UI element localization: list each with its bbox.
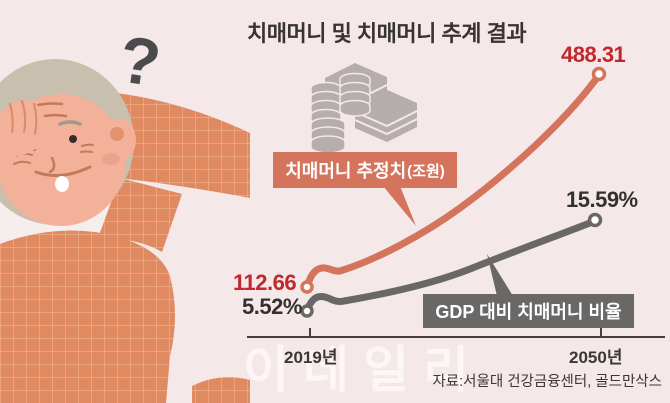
page-title: 치매머니 및 치매머니 추계 결과: [247, 21, 527, 46]
money-callout-tail: [383, 186, 416, 226]
ear-inner: [110, 127, 124, 141]
finger-lines: [9, 100, 38, 135]
dementia-money-line: [303, 71, 603, 291]
coin-stacks: [310, 72, 371, 154]
x-axis-label-2019: 2019년: [284, 348, 338, 367]
body-plaid-shirt: [0, 230, 175, 403]
data-source: 자료:서울대 건강금융센터, 골드만삭스: [432, 374, 662, 390]
money-series-callout-unit: (조원): [407, 162, 445, 180]
elderly-person-illustration: ?: [0, 21, 250, 403]
gdp-ratio-line: [303, 217, 599, 315]
money-start-value: 112.66: [233, 270, 297, 295]
elbow: [192, 377, 250, 403]
gdp-callout-tail: [487, 254, 513, 296]
money-series-callout: 치매머니 추정치 (조원): [273, 152, 457, 188]
gdp-end-point: [587, 212, 603, 228]
edaily-watermark: 이데일리: [243, 342, 483, 398]
open-mouth: [55, 176, 69, 192]
gdp-start-value: 5.52%: [242, 294, 302, 319]
x-axis-label-2050: 2050년: [569, 348, 623, 367]
gdp-series-callout-label: GDP 대비 치매머니 비율: [435, 302, 622, 322]
gdp-end-value: 15.59%: [566, 187, 638, 212]
gdp-series-callout: GDP 대비 치매머니 비율: [423, 294, 634, 328]
money-end-value: 488.31: [561, 42, 626, 67]
shoulder: [98, 178, 182, 252]
gdp-start-point: [300, 304, 314, 318]
raised-arm-sleeve: [108, 92, 250, 198]
money-end-point: [591, 66, 607, 82]
money-stack-icon: [310, 63, 418, 154]
money-start-point: [300, 280, 314, 294]
cheek-blush: [102, 153, 120, 165]
money-series-callout-label: 치매머니 추정치: [285, 161, 407, 181]
right-eye: [69, 135, 77, 143]
